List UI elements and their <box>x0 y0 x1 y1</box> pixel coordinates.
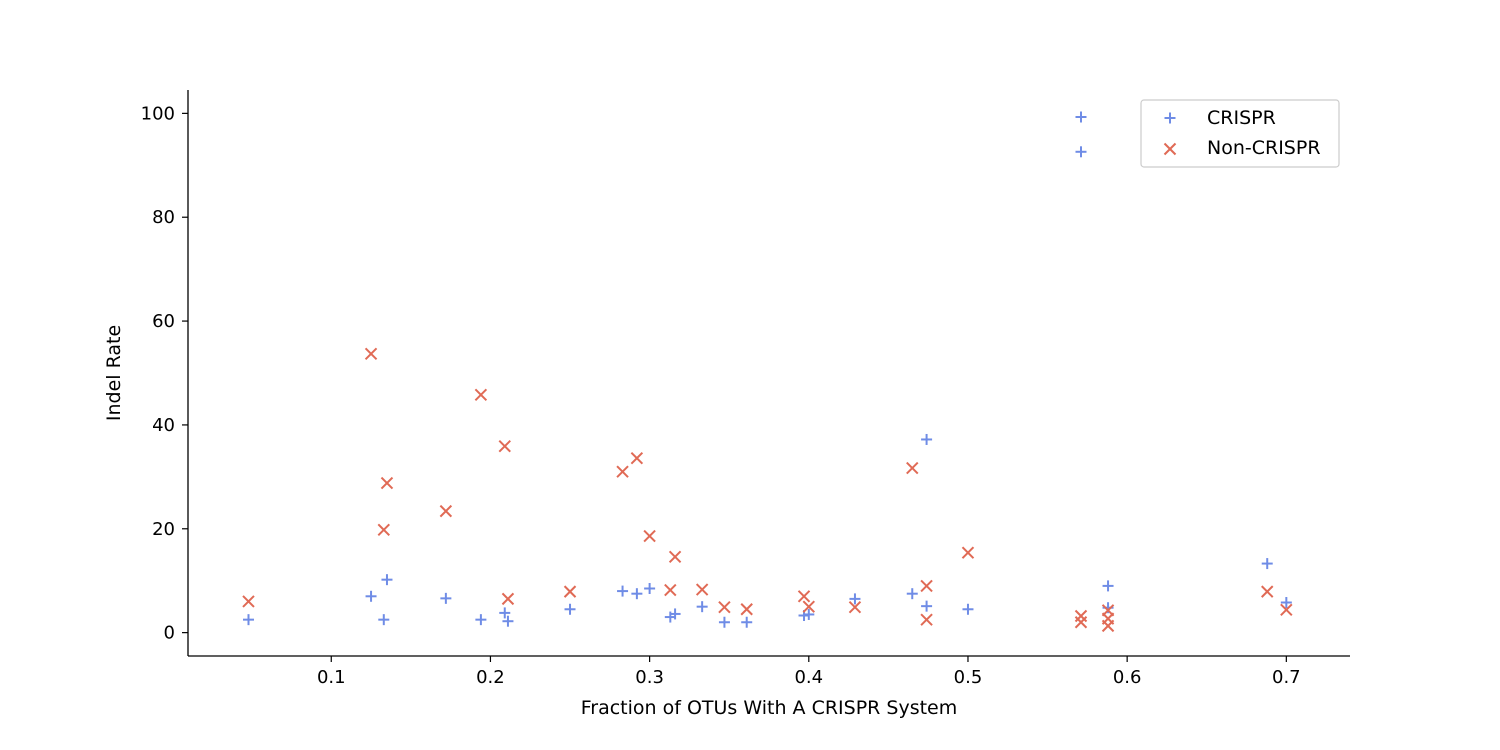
crispr-point <box>631 588 643 600</box>
x-tick-label: 0.1 <box>317 667 346 688</box>
non-crispr-point <box>474 388 488 402</box>
non-crispr-point <box>498 440 511 453</box>
crispr-point <box>921 600 933 612</box>
crispr-point <box>921 433 933 445</box>
non-crispr-point <box>718 600 731 614</box>
non-crispr-point <box>802 600 816 613</box>
crispr-point <box>696 601 708 613</box>
non-crispr-point <box>740 603 753 616</box>
x-ticks: 0.1 0.2 0.3 0.4 0.5 0.6 0.7 <box>317 656 1301 688</box>
non-crispr-point <box>1280 603 1293 616</box>
crispr-point <box>502 615 514 627</box>
non-crispr-point <box>797 590 811 603</box>
non-crispr-point <box>664 583 677 597</box>
x-tick-label: 0.4 <box>794 667 823 688</box>
crispr-point <box>1075 146 1087 158</box>
crispr-point <box>242 614 254 626</box>
non-crispr-point <box>364 347 378 360</box>
non-crispr-point <box>616 465 629 478</box>
non-crispr-point <box>439 504 453 518</box>
crispr-point <box>564 603 576 615</box>
crispr-point <box>962 603 974 615</box>
y-tick-label: 20 <box>152 519 175 540</box>
crispr-point <box>1075 111 1087 123</box>
non-crispr-point <box>377 523 390 537</box>
x-axis-title: Fraction of OTUs With A CRISPR System <box>581 697 958 719</box>
crispr-point <box>1261 558 1273 570</box>
legend-marker-non-crispr <box>1163 142 1177 156</box>
crispr-point <box>1102 580 1114 592</box>
non-crispr-point <box>1074 609 1088 623</box>
non-crispr-point <box>961 546 975 559</box>
non-crispr-point <box>1074 616 1088 629</box>
crispr-point <box>849 593 861 605</box>
non-crispr-point <box>643 529 656 543</box>
non-crispr-point <box>920 579 933 593</box>
crispr-point <box>378 614 390 626</box>
x-tick-label: 0.3 <box>635 667 664 688</box>
crispr-point <box>1280 597 1292 609</box>
legend: CRISPR Non-CRISPR <box>1140 99 1340 168</box>
crispr-point <box>365 590 377 602</box>
non-crispr-point <box>563 585 577 598</box>
y-ticks: 0 20 40 60 80 100 <box>141 103 188 644</box>
y-tick-label: 40 <box>152 415 175 436</box>
non-crispr-point <box>906 461 919 475</box>
data-points <box>242 111 1293 633</box>
non-crispr-legend-icon <box>1163 142 1177 156</box>
non-crispr-point <box>920 613 933 626</box>
legend-label-crispr: CRISPR <box>1207 107 1276 129</box>
non-crispr-point <box>1261 585 1274 598</box>
crispr-point <box>906 588 918 600</box>
y-tick-label: 60 <box>152 311 175 332</box>
x-tick-label: 0.6 <box>1113 667 1142 688</box>
legend-box <box>1140 99 1340 168</box>
crispr-point <box>644 582 656 594</box>
y-tick-label: 0 <box>164 623 175 644</box>
y-tick-label: 80 <box>152 207 175 228</box>
non-crispr-point <box>848 600 862 614</box>
y-axis-title: Indel Rate <box>103 325 125 421</box>
crispr-point <box>499 607 511 619</box>
x-tick-label: 0.2 <box>476 667 505 688</box>
crispr-point <box>381 574 393 586</box>
x-tick-label: 0.5 <box>954 667 983 688</box>
crispr-point <box>669 608 681 620</box>
non-crispr-point <box>668 550 682 564</box>
axes <box>187 90 1350 657</box>
crispr-point <box>741 616 753 628</box>
series-crispr <box>242 111 1292 628</box>
crispr-point <box>475 614 487 626</box>
non-crispr-point <box>501 592 515 606</box>
non-crispr-point <box>242 595 255 608</box>
legend-label-non-crispr: Non-CRISPR <box>1207 137 1321 159</box>
y-tick-label: 100 <box>141 103 175 124</box>
non-crispr-point <box>1101 619 1115 633</box>
crispr-point <box>718 616 730 628</box>
crispr-point <box>617 585 629 597</box>
non-crispr-point <box>695 583 709 596</box>
crispr-legend-icon <box>1164 112 1176 124</box>
crispr-point <box>440 592 452 604</box>
series-non-crispr <box>242 347 1293 633</box>
non-crispr-point <box>380 476 394 490</box>
x-tick-label: 0.7 <box>1272 667 1301 688</box>
crispr-point <box>803 608 815 620</box>
legend-marker-crispr <box>1164 112 1176 124</box>
non-crispr-point <box>630 451 644 465</box>
